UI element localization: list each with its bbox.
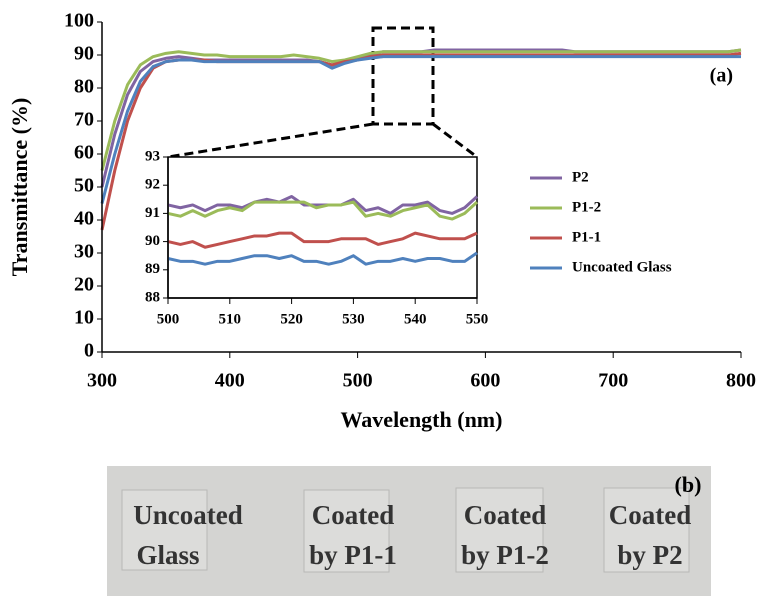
y-tick-label: 20 — [74, 274, 94, 296]
y-tick-label: 30 — [74, 241, 94, 263]
x-tick-label: 800 — [726, 370, 756, 392]
y-tick-label: 10 — [74, 307, 94, 329]
zoom-line — [167, 122, 374, 159]
glass-slide — [455, 487, 544, 573]
zoom-box — [371, 26, 435, 126]
photo-panel: (b) Uncoated Glass Coated by P1-1 Coated… — [107, 466, 711, 596]
y-axis-label: Transmittance (%) — [7, 98, 32, 277]
x-tick-label: 300 — [87, 370, 117, 392]
sample-label: Glass — [136, 540, 199, 570]
x-tick-label: 510 — [219, 311, 242, 327]
y-tick-label: 90 — [145, 233, 160, 249]
glass-slide — [121, 489, 208, 571]
x-axis-label: Wavelength (nm) — [341, 407, 503, 432]
series-line — [100, 55, 741, 204]
x-tick-label: 540 — [404, 311, 427, 327]
legend-label: P1-1 — [572, 229, 601, 245]
y-tick-label: 80 — [74, 76, 94, 98]
x-tick-label: 530 — [342, 311, 365, 327]
y-tick-label: 93 — [145, 148, 160, 164]
zoom-line — [432, 122, 478, 159]
y-tick-label: 88 — [145, 289, 160, 305]
glass-slide — [303, 489, 390, 573]
y-tick-label: 50 — [74, 175, 94, 197]
sample-label: by P2 — [617, 540, 682, 570]
y-tick-label: 100 — [64, 10, 94, 32]
x-tick-label: 520 — [280, 311, 303, 327]
x-tick-label: 400 — [215, 370, 245, 392]
sample-label: by P1-2 — [461, 540, 549, 570]
y-tick-label: 90 — [74, 43, 94, 65]
sample-label: Coated — [464, 500, 547, 530]
series-line — [167, 251, 478, 266]
y-tick-label: 0 — [84, 340, 94, 362]
main-chart: 0 10 20 30 40 50 60 70 80 90 100 300 400 500 600 700 800… — [7, 10, 756, 432]
sample-label: Uncoated — [133, 500, 243, 530]
y-tick-label: 92 — [145, 177, 160, 193]
x-tick-label: 550 — [466, 311, 489, 327]
legend-label: P1-2 — [572, 199, 601, 215]
inset-chart: 88 89 90 91 92 93 500 510 520 530 540 550 — [145, 148, 488, 327]
panel-label: (a) — [710, 65, 733, 87]
legend-label: Uncoated Glass — [572, 259, 672, 275]
y-tick-label: 70 — [74, 109, 94, 131]
y-tick-label: 91 — [145, 205, 160, 221]
legend-label: P2 — [572, 169, 589, 185]
series-line — [167, 200, 479, 221]
y-tick-label: 60 — [74, 142, 94, 164]
y-tick-label: 89 — [145, 261, 160, 277]
sample-label: Coated — [609, 500, 692, 530]
x-tick-label: 600 — [470, 370, 500, 392]
sample-label: Coated — [312, 500, 395, 530]
series-line — [100, 48, 742, 171]
x-tick-label: 500 — [343, 370, 373, 392]
series-line — [167, 231, 478, 249]
inset-background — [167, 156, 478, 299]
y-tick-label: 40 — [74, 208, 94, 230]
panel-label: (b) — [675, 472, 702, 497]
x-tick-label: 500 — [157, 311, 180, 327]
x-tick-label: 700 — [598, 370, 628, 392]
zoom-indicator — [167, 26, 478, 159]
glass-slide — [603, 487, 690, 573]
sample-label: by P1-1 — [309, 540, 397, 570]
